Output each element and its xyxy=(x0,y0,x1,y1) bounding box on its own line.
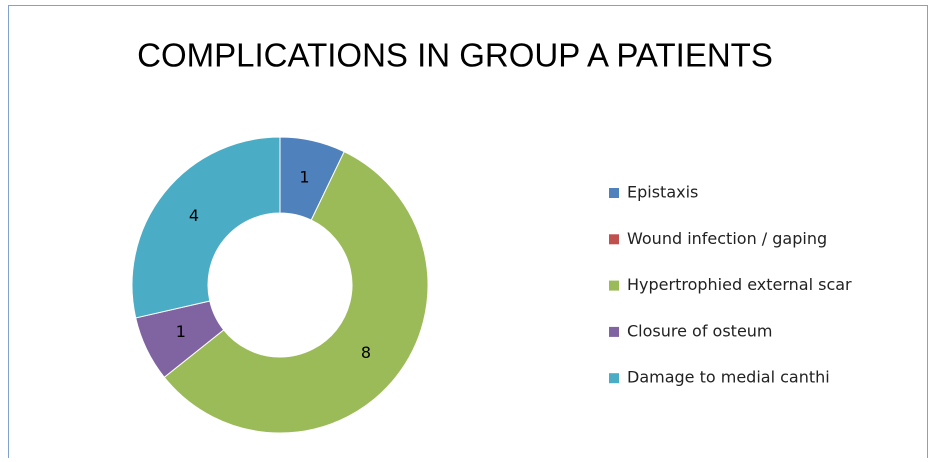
legend-swatch xyxy=(609,326,619,337)
slice-label: 1 xyxy=(299,167,309,186)
slice-label: 8 xyxy=(361,343,371,362)
legend-swatch xyxy=(609,280,619,291)
legend-text: Epistaxis xyxy=(627,183,698,202)
legend-text: Damage to medial canthi xyxy=(627,368,830,387)
legend-swatch xyxy=(609,234,619,245)
legend-swatch xyxy=(609,373,619,384)
slice-label: 4 xyxy=(189,206,199,225)
donut-slice xyxy=(131,136,281,319)
slice-label: 1 xyxy=(176,322,186,341)
donut-slice xyxy=(163,150,429,434)
chart-title: COMPLICATIONS IN GROUP A PATIENTS xyxy=(137,37,773,74)
legend-swatch xyxy=(609,188,619,198)
legend-text: Closure of osteum xyxy=(627,321,773,340)
legend-text: Wound infection / gaping xyxy=(627,229,827,248)
legend-text: Hypertrophied external scar xyxy=(627,275,852,294)
